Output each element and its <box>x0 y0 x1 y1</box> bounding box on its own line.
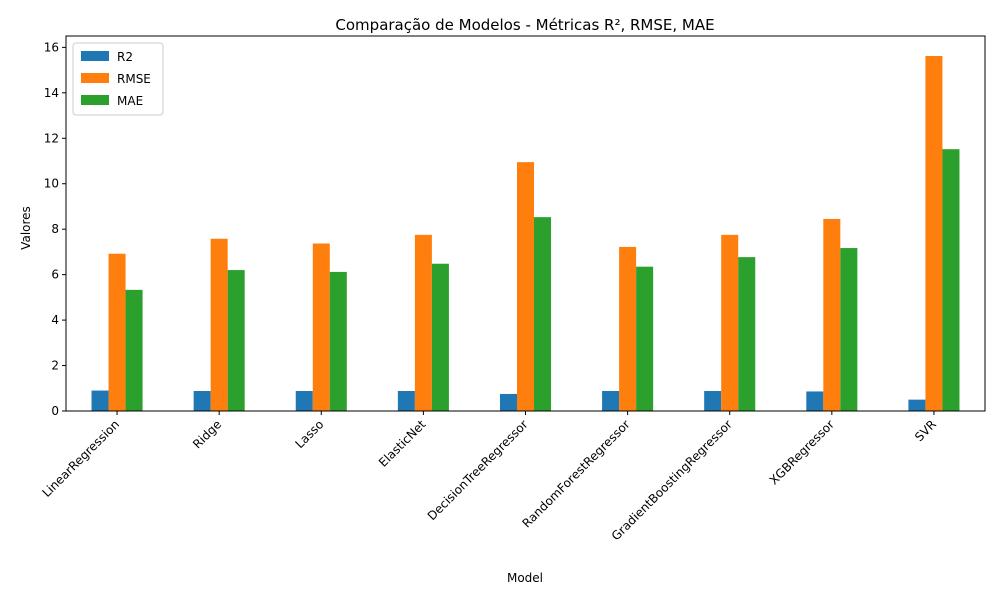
y-tick-label: 14 <box>44 86 59 100</box>
legend: R2 RMSE MAE <box>72 42 164 116</box>
legend-label-mae: MAE <box>117 94 143 108</box>
bar-r2-gradientboostingregressor <box>704 391 722 411</box>
legend-swatch-mae <box>81 95 109 105</box>
bar-mae-xgbregressor <box>840 248 858 411</box>
bar-r2-xgbregressor <box>806 391 824 411</box>
bar-mae-randomforestregressor <box>636 266 654 411</box>
bar-r2-linearregression <box>91 390 109 411</box>
y-tick-label: 16 <box>44 40 59 54</box>
bar-mae-elasticnet <box>431 263 449 411</box>
bars-layer <box>91 56 960 411</box>
x-axis-label: Model <box>507 571 543 585</box>
bar-r2-ridge <box>193 391 211 411</box>
bar-r2-lasso <box>295 391 313 411</box>
bar-r2-svr <box>908 399 926 411</box>
y-tick-label: 12 <box>44 131 59 145</box>
y-tick-label: 4 <box>51 313 59 327</box>
bar-mae-ridge <box>227 270 245 411</box>
y-axis-label: Valores <box>19 206 33 250</box>
bar-r2-decisiontreeregressor <box>499 393 517 411</box>
y-tick-label: 10 <box>44 177 59 191</box>
chart-title: Comparação de Modelos - Métricas R², RMS… <box>335 16 714 34</box>
bar-rmse-xgbregressor <box>823 218 841 411</box>
y-tick-label: 0 <box>51 404 59 418</box>
bar-mae-svr <box>942 149 960 411</box>
bar-rmse-decisiontreeregressor <box>516 162 535 411</box>
bar-mae-decisiontreeregressor <box>534 217 552 411</box>
bar-rmse-randomforestregressor <box>619 246 637 411</box>
legend-swatch-r2 <box>81 51 109 61</box>
bar-rmse-svr <box>925 56 943 411</box>
legend-swatch-rmse <box>81 73 109 83</box>
y-tick-label: 8 <box>51 222 59 236</box>
bar-rmse-gradientboostingregressor <box>721 234 739 411</box>
bar-rmse-lasso <box>312 243 330 411</box>
bar-r2-elasticnet <box>397 391 415 411</box>
bar-mae-lasso <box>329 271 347 411</box>
bar-rmse-linearregression <box>108 253 126 411</box>
legend-label-r2: R2 <box>117 50 133 64</box>
bar-r2-randomforestregressor <box>602 391 620 411</box>
y-tick-label: 2 <box>51 359 59 373</box>
plot-frame <box>65 35 986 412</box>
legend-label-rmse: RMSE <box>117 72 151 86</box>
bar-rmse-ridge <box>210 238 228 411</box>
bar-mae-gradientboostingregressor <box>738 257 756 411</box>
bar-rmse-elasticnet <box>414 234 432 411</box>
bar-mae-linearregression <box>125 289 143 411</box>
y-tick-label: 6 <box>51 268 59 282</box>
